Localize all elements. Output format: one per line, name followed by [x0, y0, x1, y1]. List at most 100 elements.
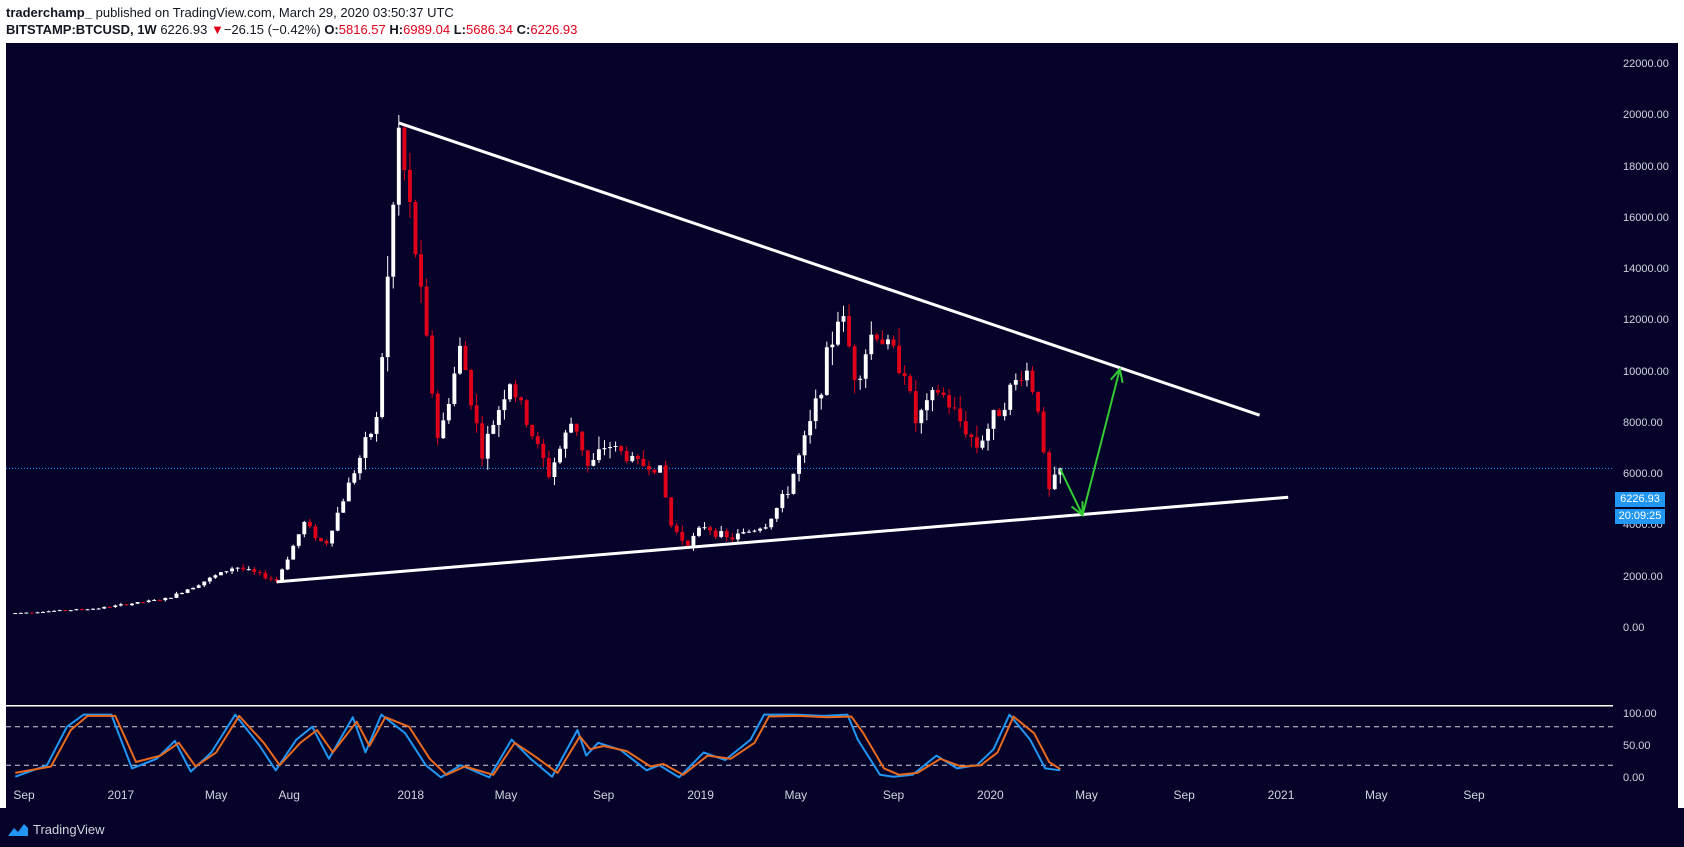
price-tick-label: 12000.00: [1623, 314, 1669, 327]
candles-group: [13, 114, 1063, 615]
candle-body: [869, 334, 874, 355]
candle-body: [41, 611, 46, 613]
price-chart-svg[interactable]: [6, 43, 1613, 705]
candle-body: [102, 606, 107, 609]
projection-arrow-line: [1059, 468, 1084, 516]
support-trendline: [276, 495, 1289, 584]
candle-body: [752, 530, 757, 532]
candle-body: [441, 420, 446, 439]
candle-body: [552, 462, 557, 478]
candle-body: [241, 567, 246, 570]
candle-body: [180, 592, 184, 594]
candle-body: [91, 608, 96, 610]
candle-body: [263, 572, 268, 579]
candle-body: [997, 410, 1002, 417]
candle-body: [630, 455, 635, 462]
candle-body: [558, 448, 562, 463]
price-tick-label: 18000.00: [1623, 160, 1669, 173]
candle-body: [168, 597, 173, 599]
candle-body: [363, 437, 368, 458]
candle-body: [646, 465, 651, 470]
candle-body: [824, 347, 829, 395]
candle-body: [213, 575, 218, 578]
candle-body: [1058, 468, 1063, 475]
time-tick-label: 2017: [107, 788, 135, 802]
candle-body: [880, 339, 885, 345]
oscillator-tick-label: 0.00: [1623, 772, 1645, 784]
candle-body: [163, 597, 168, 601]
candle-body: [974, 437, 979, 448]
projection-arrow-head: [1110, 366, 1124, 383]
chart-header: traderchamp_ published on TradingView.co…: [0, 0, 1684, 42]
candle-body: [118, 604, 123, 606]
symbol-name[interactable]: BITSTAMP:BTCUSD, 1W: [6, 22, 157, 37]
stoch-rsi-svg[interactable]: [6, 706, 1613, 783]
candle-body: [52, 610, 57, 612]
candle-body: [191, 587, 196, 590]
candle-body: [313, 526, 318, 539]
candle-body: [758, 528, 763, 531]
candle-body: [18, 612, 23, 614]
candle-body: [763, 527, 768, 529]
candle-body: [324, 540, 329, 544]
candle-body: [68, 610, 73, 612]
candle-body: [35, 612, 40, 614]
candle-body: [146, 600, 151, 603]
price-tick-label: 8000.00: [1623, 416, 1663, 429]
stoch-k-line: [14, 713, 1061, 779]
candle-body: [1041, 411, 1046, 453]
time-tick-label: May: [494, 788, 518, 802]
candle-body: [769, 518, 774, 528]
tradingview-brand[interactable]: TradingView: [8, 822, 105, 837]
bar-countdown-tag: 20:09:25: [1615, 509, 1665, 524]
resistance-trendline: [398, 121, 1261, 417]
time-axis[interactable]: Sep 2017 May Aug 2018 May Sep 2019 May Sep 2020 May…: [6, 783, 1678, 808]
candle-body: [747, 531, 751, 533]
time-tick-label: May: [784, 788, 808, 802]
candle-body: [741, 532, 746, 534]
candle-body: [580, 431, 585, 451]
price-axis[interactable]: 22000.00 20000.00 18000.00 16000.00 14000.00…: [1613, 43, 1678, 793]
candle-body: [85, 609, 90, 611]
candle-body: [107, 606, 112, 608]
chart-plot-area[interactable]: [6, 43, 1613, 705]
candle-body: [713, 530, 718, 537]
candle-body: [157, 599, 162, 601]
candle-body: [596, 449, 601, 460]
price-tick-label: 14000.00: [1623, 263, 1669, 276]
candle-body: [202, 581, 207, 586]
price-tick-label: 2000.00: [1623, 570, 1663, 583]
candle-body: [452, 373, 457, 405]
candle-body: [80, 609, 84, 611]
candle-body: [469, 370, 474, 406]
candle-body: [991, 410, 996, 429]
candle-body: [602, 448, 607, 450]
last-price-tag: 6226.93: [1615, 492, 1665, 507]
candle-body: [924, 400, 929, 411]
candle-body: [902, 373, 907, 377]
symbol-info: BITSTAMP:BTCUSD, 1W 6226.93 ▼−26.15 (−0.…: [6, 22, 577, 37]
candle-body: [797, 455, 801, 474]
candle-body: [658, 465, 663, 473]
candle-body: [969, 434, 974, 438]
candle-body: [458, 345, 462, 374]
author-name[interactable]: traderchamp_: [6, 5, 92, 20]
last-price: 6226.93: [160, 22, 208, 37]
candle-body: [613, 446, 618, 448]
time-tick-label: Sep: [1463, 788, 1485, 802]
candle-body: [608, 446, 612, 449]
candle-body: [530, 424, 535, 437]
candle-body: [13, 613, 18, 615]
candle-body: [858, 378, 863, 380]
candle-body: [624, 451, 629, 462]
candle-body: [369, 433, 373, 438]
price-tick-label: 22000.00: [1623, 58, 1669, 70]
oscillator-pane[interactable]: [6, 706, 1613, 783]
candle-body: [986, 428, 990, 441]
candle-body: [663, 465, 668, 498]
candle-body: [513, 384, 518, 398]
candle-body: [174, 593, 179, 598]
candle-body: [335, 512, 340, 531]
time-tick-label: 2020: [977, 788, 1004, 802]
candle-body: [813, 398, 818, 422]
